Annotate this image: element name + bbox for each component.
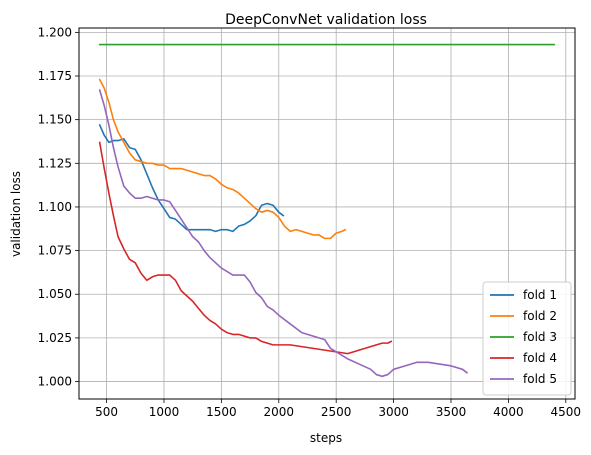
y-axis-ticks: 1.000 1.025 1.050 1.075 1.100 1.125 1.150 1.175… (38, 25, 79, 389)
y-tick-label: 1.100 (38, 200, 72, 214)
series-line-fold-5 (98, 89, 468, 378)
legend-label: fold 5 (523, 372, 557, 386)
series-line-fold-2 (98, 78, 347, 240)
x-axis-label: steps (310, 431, 342, 445)
legend-label: fold 1 (523, 288, 557, 302)
legend-label: fold 2 (523, 309, 557, 323)
y-tick-label: 1.075 (38, 244, 72, 258)
series-line-fold-4 (98, 141, 393, 355)
y-axis-label: validation loss (9, 171, 23, 257)
legend-box (482, 281, 572, 396)
y-tick-label: 1.200 (38, 25, 72, 39)
y-tick-label: 1.025 (38, 331, 72, 345)
x-tick-label: 3000 (378, 405, 409, 419)
x-axis-ticks: 500 1000 1500 2000 2500 3000 3500 4000 4500 (95, 399, 581, 419)
series-lines (98, 43, 556, 378)
legend-label: fold 4 (523, 351, 557, 365)
legend-label: fold 3 (523, 330, 557, 344)
y-tick-label: 1.150 (38, 113, 72, 127)
x-tick-label: 500 (95, 405, 118, 419)
x-tick-label: 1000 (149, 405, 180, 419)
x-tick-label: 1500 (206, 405, 237, 419)
y-tick-label: 1.125 (38, 156, 72, 170)
y-tick-label: 1.000 (38, 375, 72, 389)
series-line-fold-1 (98, 124, 285, 233)
y-tick-label: 1.050 (38, 287, 72, 301)
y-tick-label: 1.175 (38, 69, 72, 83)
x-tick-label: 2000 (264, 405, 295, 419)
x-tick-label: 3500 (436, 405, 467, 419)
chart-title: DeepConvNet validation loss (225, 12, 427, 28)
plot-frame (78, 27, 576, 400)
x-tick-label: 4500 (551, 405, 582, 419)
grid-lines (79, 28, 575, 399)
x-tick-label: 2500 (321, 405, 352, 419)
legend: fold 1 fold 2 fold 3 fold 4 fold 5 (482, 281, 572, 396)
x-tick-label: 4000 (493, 405, 524, 419)
